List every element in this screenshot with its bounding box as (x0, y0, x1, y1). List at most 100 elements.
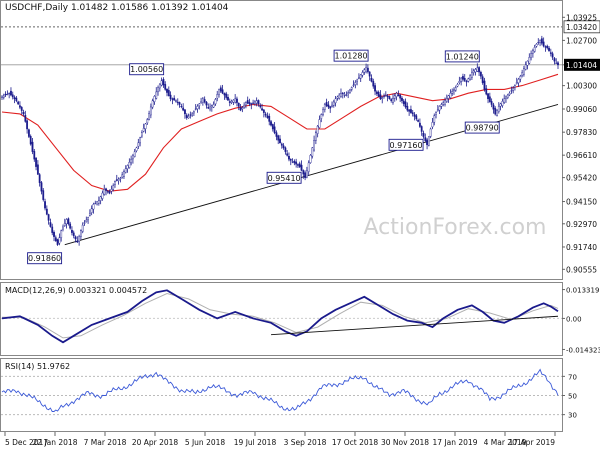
candle-body (304, 172, 307, 178)
price-annotations: 0.91860 1.00560 0.95410 1.01280 0.97160 1.012… (27, 49, 500, 265)
candle-body (261, 108, 263, 111)
candle-body (524, 64, 527, 70)
candle-body (271, 124, 274, 130)
x-tick-label: 3 Sep 2018 (284, 438, 327, 447)
candle-body (494, 108, 497, 115)
price-tick-label: 1.02700 (566, 36, 597, 45)
candle-body (438, 106, 441, 111)
candle-body (426, 139, 428, 146)
candle-body (28, 129, 30, 137)
candle-body (349, 89, 351, 94)
price-tick-label: 0.95420 (566, 174, 597, 183)
candle-body (474, 69, 477, 73)
price-label: 0.98790 (466, 124, 499, 133)
candle-body (137, 142, 140, 147)
candle-body (257, 100, 260, 105)
candle-body (264, 113, 267, 116)
candle-body (2, 95, 5, 98)
candle-body (307, 162, 310, 172)
candle-body (293, 161, 296, 164)
candle-body (401, 97, 403, 101)
candle-body (106, 191, 109, 193)
price-tick-label: 0.97830 (566, 128, 597, 137)
candle-body (1, 96, 3, 98)
candle-body (487, 93, 489, 100)
price-label-box (388, 138, 424, 151)
candle-body (488, 96, 491, 102)
x-tick-label: 4 Mar 2019 (484, 438, 527, 447)
candle-body (90, 208, 93, 213)
candle-body (395, 92, 398, 97)
candle-body (519, 76, 522, 80)
candle-body (180, 105, 183, 107)
candle-body (245, 102, 247, 106)
candle-body (318, 119, 321, 128)
candle-body (472, 70, 475, 73)
candle-body (243, 104, 246, 108)
candle-body (236, 98, 238, 103)
candle-body (442, 102, 445, 105)
candle-body (132, 155, 134, 160)
candle-body (471, 72, 473, 78)
candle-body (130, 158, 133, 164)
candle-body (447, 95, 450, 99)
candle-body (221, 89, 224, 94)
price-label-box (27, 252, 63, 265)
candle-body (189, 114, 192, 116)
price-tick-label: 0.96610 (566, 151, 597, 160)
candle-body (343, 94, 346, 96)
price-tick-label: 0.91740 (566, 243, 597, 252)
candle-body (530, 53, 532, 58)
candle-body (162, 79, 165, 86)
price-label-box (333, 49, 369, 62)
candle-body (210, 105, 213, 108)
candle-body (309, 155, 312, 163)
candle-body (549, 52, 552, 54)
candle-body (499, 103, 502, 107)
candle-body (377, 92, 380, 97)
candle-body (270, 121, 272, 126)
price-label: 1.01280 (335, 52, 368, 61)
candle-body (420, 126, 423, 132)
candle-body (453, 89, 455, 91)
candle-body (410, 109, 412, 113)
candle-body (65, 219, 68, 225)
candle-body (151, 100, 154, 108)
candle-body (216, 94, 219, 99)
candle-body (71, 229, 73, 233)
candle-body (341, 92, 344, 94)
candle-body (490, 101, 493, 105)
macd-tick-label: -0.014323 (566, 346, 600, 354)
candle-body (397, 94, 400, 96)
candle-body (478, 67, 480, 73)
candle-body (503, 98, 506, 103)
candle-body (313, 140, 315, 151)
candle-body (557, 62, 559, 66)
candle-body (359, 74, 362, 79)
candle-body (126, 165, 129, 170)
candle-body (408, 109, 411, 112)
candle-body (20, 107, 23, 111)
candle-body (144, 123, 147, 129)
candle-body (67, 218, 70, 225)
candle-body (135, 147, 138, 151)
price-label: 0.91860 (28, 254, 61, 263)
macd-tick-label: 0.013319 (566, 287, 599, 295)
candle-body (193, 111, 195, 114)
candle-body (555, 62, 558, 64)
candle-body (356, 79, 359, 82)
candle-body (431, 122, 434, 128)
candle-body (173, 97, 176, 101)
price-label: 0.95410 (268, 174, 301, 183)
candle-body (393, 95, 396, 99)
candle-body (288, 155, 290, 160)
candle-body (97, 200, 100, 204)
candle-body (85, 219, 88, 222)
candle-body (33, 151, 36, 160)
candle-body (164, 84, 167, 90)
candle-body (185, 114, 188, 118)
candle-body (479, 71, 482, 77)
highlight-level-label: 1.03420 (566, 23, 597, 32)
candle-body (375, 91, 378, 94)
